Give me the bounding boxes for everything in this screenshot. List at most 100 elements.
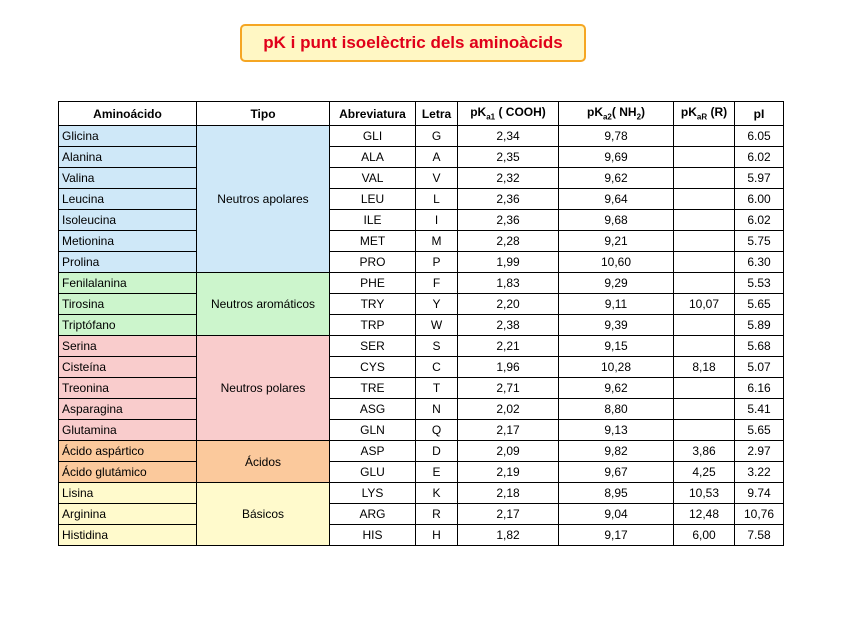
- cell: 6.02: [734, 146, 784, 168]
- cell: F: [415, 272, 458, 294]
- cell: K: [415, 482, 458, 504]
- cell: 1,83: [457, 272, 559, 294]
- amino-name: Glicina: [58, 125, 197, 147]
- cell: PRO: [329, 251, 416, 273]
- cell: 2,71: [457, 377, 559, 399]
- cell: H: [415, 524, 458, 546]
- cell: 2,09: [457, 440, 559, 462]
- cell: 2,21: [457, 335, 559, 357]
- header-part: ( COOH): [495, 105, 546, 120]
- cell: 2,38: [457, 314, 559, 336]
- cell: [673, 272, 735, 294]
- table-row: Fenilalanina Neutros aromáticos PHE F 1,83 9,…: [58, 272, 784, 336]
- cell: VAL: [329, 167, 416, 189]
- header-row: Aminoácido Tipo Abreviatura Letra pKa1 ( COO…: [58, 101, 784, 126]
- amino-name: Metionina: [58, 230, 197, 252]
- cell: HIS: [329, 524, 416, 546]
- cell: TRP: [329, 314, 416, 336]
- table-row: Cisteína CYS C 1,96 10,28 8,18 5.07: [58, 356, 784, 378]
- cell: R: [415, 503, 458, 525]
- table-row: Alanina ALA A 2,35 9,69 6.02: [58, 146, 784, 168]
- amino-name: Alanina: [58, 146, 197, 168]
- cell: N: [415, 398, 458, 420]
- header-text: Tipo: [250, 106, 276, 121]
- cell: 9,04: [558, 503, 674, 525]
- table-row: Metionina MET M 2,28 9,21 5.75: [58, 230, 784, 252]
- amino-name: Triptófano: [58, 314, 197, 336]
- cell: 6.02: [734, 209, 784, 231]
- table-row: Arginina ARG R 2,17 9,04 12,48 10,76: [58, 503, 784, 525]
- table-row: Leucina LEU L 2,36 9,64 6.00: [58, 188, 784, 210]
- cell: 5.07: [734, 356, 784, 378]
- cell: PHE: [329, 272, 416, 294]
- cell: LEU: [329, 188, 416, 210]
- table-row: Triptófano TRP W 2,38 9,39 5.89: [58, 314, 784, 336]
- cell: 9,69: [558, 146, 674, 168]
- table-row: Tirosina TRY Y 2,20 9,11 10,07 5.65: [58, 293, 784, 315]
- cell: 5.65: [734, 293, 784, 315]
- cell: Q: [415, 419, 458, 441]
- cell: [673, 419, 735, 441]
- amino-name: Valina: [58, 167, 197, 189]
- cell: [673, 251, 735, 273]
- cell: 2,17: [457, 503, 559, 525]
- cell: [673, 209, 735, 231]
- cell: GLI: [329, 125, 416, 147]
- cell: 9,11: [558, 293, 674, 315]
- cell: TRY: [329, 293, 416, 315]
- amino-name: Asparagina: [58, 398, 197, 420]
- cell: 7.58: [734, 524, 784, 546]
- cell: P: [415, 251, 458, 273]
- cell: 10,07: [673, 293, 735, 315]
- cell: 9,39: [558, 314, 674, 336]
- cell: W: [415, 314, 458, 336]
- cell: 9,62: [558, 167, 674, 189]
- cell: 5.75: [734, 230, 784, 252]
- header-part: ): [641, 105, 646, 120]
- cell: 9,21: [558, 230, 674, 252]
- cell: 10,53: [673, 482, 735, 504]
- cell: CYS: [329, 356, 416, 378]
- cell: Y: [415, 293, 458, 315]
- cell: [673, 125, 735, 147]
- cell: [673, 398, 735, 420]
- amino-name: Tirosina: [58, 293, 197, 315]
- header-part: aR: [696, 112, 708, 122]
- cell: [673, 230, 735, 252]
- cell: LYS: [329, 482, 416, 504]
- header-cell: pKaR (R): [673, 101, 735, 126]
- cell: 2,36: [457, 209, 559, 231]
- cell: S: [415, 335, 458, 357]
- header-part: a2: [602, 112, 612, 122]
- cell: 9,82: [558, 440, 674, 462]
- amino-name: Arginina: [58, 503, 197, 525]
- cell: 9,64: [558, 188, 674, 210]
- cell: 2,02: [457, 398, 559, 420]
- cell: 2,35: [457, 146, 559, 168]
- header-cell: Letra: [415, 101, 458, 126]
- header-text: Letra: [421, 106, 452, 121]
- header-part: a1: [486, 112, 496, 122]
- table-row: Glicina Neutros apolares GLI G 2,34 9,78 6.05: [58, 125, 784, 273]
- cell: 2,32: [457, 167, 559, 189]
- cell: A: [415, 146, 458, 168]
- cell: 2,28: [457, 230, 559, 252]
- header-cell: pI: [734, 101, 784, 126]
- cell: 8,95: [558, 482, 674, 504]
- cell: ASG: [329, 398, 416, 420]
- header-cell: pKa2( NH2): [558, 101, 674, 126]
- cell: G: [415, 125, 458, 147]
- cell: [673, 314, 735, 336]
- header-cell: Tipo: [196, 101, 330, 126]
- amino-name: Leucina: [58, 188, 197, 210]
- amino-name: Ácido aspártico: [58, 440, 197, 462]
- cell: [673, 146, 735, 168]
- cell: 10,60: [558, 251, 674, 273]
- table-row: Valina VAL V 2,32 9,62 5.97: [58, 167, 784, 189]
- cell: 9.74: [734, 482, 784, 504]
- cell: 2,20: [457, 293, 559, 315]
- amino-name: Lisina: [58, 482, 197, 504]
- cell: E: [415, 461, 458, 483]
- cell: ARG: [329, 503, 416, 525]
